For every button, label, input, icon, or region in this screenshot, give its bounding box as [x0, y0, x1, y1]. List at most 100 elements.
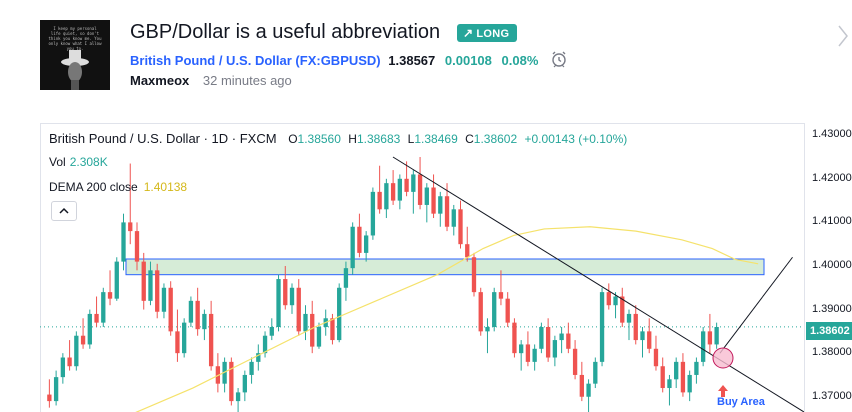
price-axis[interactable] — [804, 123, 852, 412]
symbol-name-link[interactable]: British Pound / U.S. Dollar — [130, 53, 292, 68]
candle-body — [451, 209, 456, 227]
price-tick: 1.43000 — [812, 128, 852, 141]
candle-body — [168, 287, 173, 332]
arrow-up-icon — [718, 385, 728, 397]
volume-legend: Vol 2.308K — [49, 155, 108, 169]
collapse-legend-button[interactable] — [51, 201, 77, 221]
price-tick: 1.41000 — [812, 215, 852, 228]
candle-body — [357, 226, 362, 253]
buy-area-annotation: Buy Area — [717, 396, 765, 408]
candle-body — [47, 394, 52, 402]
candle-body — [532, 348, 537, 362]
candle-body — [269, 327, 274, 336]
candle-body — [606, 292, 611, 306]
candle-body — [593, 361, 598, 384]
avatar-figure-icon — [61, 50, 89, 90]
price-tick: 1.40000 — [812, 258, 852, 271]
legend-symbol[interactable]: British Pound / U.S. Dollar · 1D · FXCM — [49, 131, 277, 146]
candle-body — [700, 331, 706, 362]
candle-body — [465, 244, 470, 258]
badge-label: LONG — [476, 28, 510, 40]
legend-ohlc: O1.38560 H1.38683 L1.38469 C1.38602 +0.0… — [288, 132, 628, 146]
candle-body — [417, 174, 423, 205]
candle-body — [687, 374, 692, 393]
legend-change: +0.00143 (+0.10%) — [524, 132, 628, 146]
chevron-right-icon[interactable] — [837, 24, 849, 53]
alarm-clock-icon[interactable] — [550, 50, 568, 71]
candle-body — [438, 196, 443, 214]
candle-body — [195, 300, 200, 330]
candle-body — [586, 383, 591, 397]
candle-body — [559, 333, 564, 341]
last-price-label: 1.38602 — [806, 322, 852, 340]
candle-body — [343, 268, 349, 288]
candle-body — [256, 353, 261, 362]
volume-label: Vol — [49, 155, 66, 169]
avatar-caption: I keep my personal life quiet, so don't … — [48, 26, 102, 51]
candle-body — [680, 361, 686, 393]
candle-body — [424, 187, 429, 205]
symbol-change-pct: 0.08% — [501, 53, 539, 68]
idea-header: I keep my personal life quiet, so don't … — [0, 0, 852, 110]
candle-body — [572, 348, 578, 375]
chart-legend: British Pound / U.S. Dollar · 1D · FXCM … — [49, 131, 627, 146]
candle-body — [620, 296, 625, 323]
candle-body — [121, 222, 126, 262]
symbol-code-link[interactable]: (FX:GBPUSD) — [295, 53, 381, 68]
candle-body — [67, 357, 72, 367]
candle-body — [148, 270, 153, 301]
candle-body — [471, 257, 477, 293]
candle-body — [208, 313, 214, 367]
entry-circle — [712, 347, 734, 369]
candle-body — [229, 361, 234, 402]
candle-body — [114, 261, 119, 299]
candle-body — [283, 279, 288, 306]
ascending-trendline — [719, 256, 793, 354]
descending-trendline — [392, 156, 804, 412]
volume-value: 2.308K — [69, 155, 108, 169]
candle-body — [249, 361, 254, 375]
candle-body — [134, 231, 140, 262]
candle-body — [330, 318, 335, 341]
post-time: 32 minutes ago — [202, 73, 292, 88]
candle-body — [262, 335, 268, 354]
idea-title[interactable]: GBP/Dollar is a useful abbreviation — [130, 21, 441, 43]
legend-open: 1.38560 — [297, 132, 341, 146]
candle-body — [390, 183, 396, 201]
candle-body — [599, 292, 605, 362]
candle-body — [101, 292, 106, 323]
candle-body — [714, 327, 719, 345]
candle-body — [404, 178, 409, 192]
candle-body — [53, 377, 59, 402]
candle-body — [539, 327, 544, 349]
resistance-zone — [125, 258, 765, 276]
candle-body — [350, 226, 355, 269]
candle-body — [674, 361, 679, 380]
candle-body — [552, 340, 558, 358]
candle-body — [498, 292, 504, 299]
candle-body — [363, 235, 369, 253]
candle-body — [161, 287, 167, 312]
candle-body — [431, 187, 436, 214]
author-avatar[interactable]: I keep my personal life quiet, so don't … — [40, 20, 110, 90]
candle-body — [141, 261, 146, 301]
candle-body — [87, 313, 92, 345]
price-chart[interactable] — [40, 123, 804, 412]
symbol-change: 0.00108 — [444, 53, 492, 68]
candle-body — [519, 344, 524, 354]
candle-body — [202, 313, 207, 330]
chevron-up-icon — [59, 207, 69, 214]
candle-body — [384, 183, 389, 210]
candle-body — [485, 327, 490, 332]
candle-body — [74, 335, 79, 367]
candle-body — [545, 327, 551, 358]
symbol-price: 1.38567 — [388, 53, 436, 68]
author-name[interactable]: Maxmeox — [130, 73, 190, 88]
legend-close: 1.38602 — [473, 132, 518, 146]
arrow-up-right-icon: ↗ — [463, 26, 474, 40]
candle-body — [310, 313, 315, 347]
chart-area[interactable] — [40, 123, 852, 412]
candle-body — [492, 292, 497, 327]
price-tick: 1.38000 — [812, 346, 852, 359]
candle-body — [242, 374, 247, 393]
